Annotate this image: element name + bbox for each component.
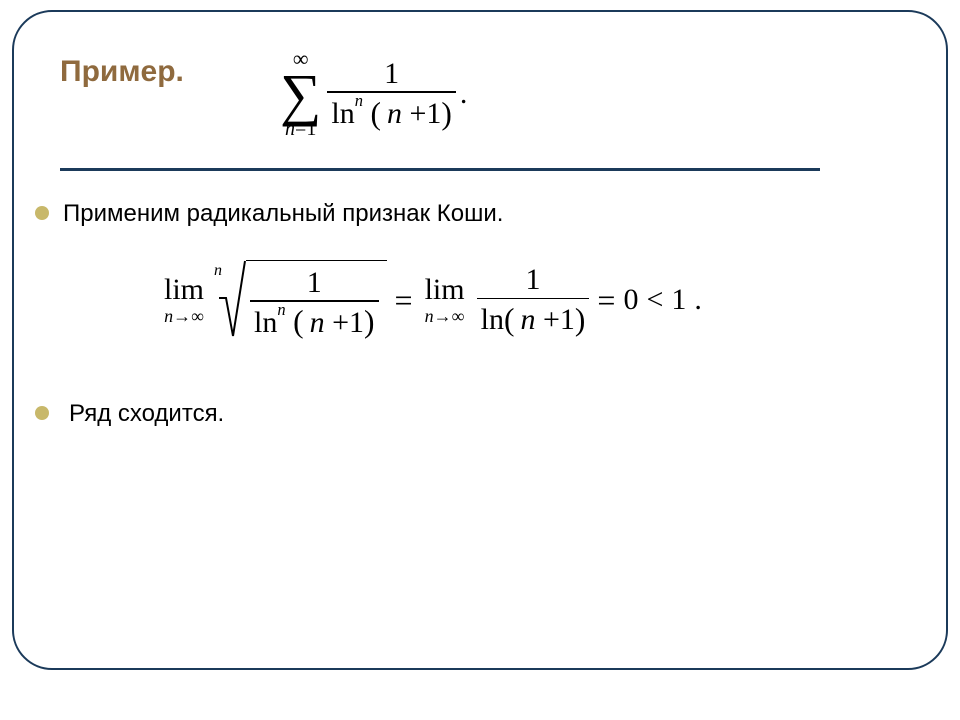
title-underline: [60, 168, 820, 171]
result-one: 1: [671, 283, 686, 317]
eq-dot: .: [694, 283, 702, 317]
bullet-2: Ряд сходится.: [35, 400, 224, 428]
main-equation: lim n→∞ n 1 lnn ( n +1) =: [160, 260, 702, 340]
nth-root: n 1 lnn ( n +1): [218, 260, 387, 340]
equals-1: =: [395, 282, 413, 319]
root-fraction: 1 lnn ( n +1): [250, 267, 379, 339]
title-formula-dot: .: [460, 77, 468, 111]
sigma-lower: n=1: [285, 119, 316, 139]
radical-icon: [218, 260, 246, 340]
lim-left: lim n→∞: [164, 275, 204, 325]
less-than: <: [646, 283, 663, 317]
slide-title: Пример.: [60, 55, 184, 89]
lim-right: lim n→∞: [425, 275, 465, 325]
title-fraction: 1 lnn ( n +1): [327, 58, 456, 130]
sigma-symbol: ∑: [280, 70, 321, 119]
bullet-2-text: Ряд сходится.: [69, 400, 224, 428]
title-row: Пример.: [60, 55, 900, 89]
bullet-1: Применим радикальный признак Коши.: [35, 200, 915, 228]
slide-frame: [12, 10, 948, 670]
bullet-dot-icon: [35, 406, 49, 420]
title-formula: ∞ ∑ n=1 1 lnn ( n +1) .: [280, 40, 467, 139]
rhs-fraction: 1 ln( n +1): [477, 264, 590, 336]
result-zero: 0: [623, 283, 638, 317]
equals-2: =: [597, 282, 615, 319]
bullet-dot-icon: [35, 206, 49, 220]
bullet-1-text: Применим радикальный признак Коши.: [63, 200, 503, 228]
